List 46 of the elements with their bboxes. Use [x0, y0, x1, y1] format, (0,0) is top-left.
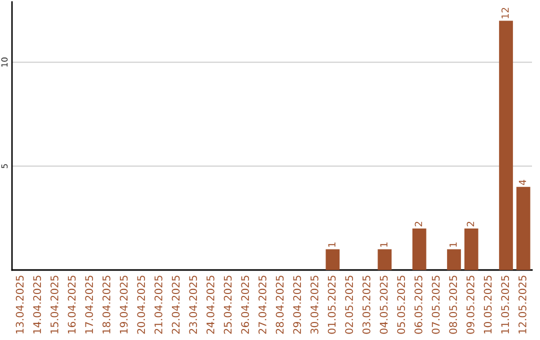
- x-tick-label: 05.05.2025: [397, 276, 406, 334]
- data-label: 1: [380, 242, 388, 247]
- x-tick-label: 29.04.2025: [293, 276, 302, 334]
- x-tick-label: 07.05.2025: [432, 276, 440, 334]
- x-tick-label: 01.05.2025: [328, 276, 336, 334]
- x-tick-label: 12.05.2025: [518, 276, 526, 334]
- x-tick-label: 19.04.2025: [120, 276, 128, 334]
- y-tick-label: 5: [1, 164, 8, 168]
- x-tick-label: 03.05.2025: [362, 276, 370, 334]
- bar: [447, 249, 461, 270]
- bar: [326, 249, 340, 270]
- x-tick-label: 14.04.2025: [33, 276, 42, 334]
- data-label: 2: [466, 222, 474, 226]
- x-tick-label: 18.04.2025: [102, 276, 110, 334]
- data-label: 1: [328, 242, 336, 247]
- y-tick-label: 10: [1, 58, 8, 67]
- data-label: 4: [518, 180, 526, 186]
- x-tick-label: 04.05.2025: [380, 276, 388, 334]
- bar: [412, 228, 426, 270]
- x-tick-label: 28.04.2025: [276, 276, 284, 334]
- x-tick-label: 16.04.2025: [68, 276, 76, 334]
- x-tick-label: 08.05.2025: [449, 276, 458, 334]
- bar: [516, 186, 530, 270]
- bar: [499, 20, 513, 270]
- x-tick-label: 17.04.2025: [85, 276, 94, 334]
- x-tick-label: 11.05.2025: [501, 276, 510, 334]
- data-label: 12: [501, 8, 509, 18]
- x-tick-label: 21.04.2025: [154, 276, 162, 334]
- x-tick-label: 06.05.2025: [414, 276, 422, 334]
- x-tick-label: 02.05.2025: [345, 276, 354, 334]
- bar: [464, 228, 478, 270]
- x-tick-label: 23.04.2025: [189, 276, 198, 334]
- x-tick-label: 26.04.2025: [241, 276, 250, 334]
- x-tick-label: 30.04.2025: [310, 276, 318, 334]
- x-tick-label: 10.05.2025: [484, 276, 492, 334]
- bar: [378, 249, 392, 270]
- x-tick-label: 24.04.2025: [206, 276, 214, 334]
- x-tick-label: 27.04.2025: [258, 276, 266, 334]
- x-tick-label: 15.04.2025: [50, 276, 58, 334]
- x-tick-label: 20.04.2025: [137, 276, 146, 334]
- x-tick-label: 25.04.2025: [224, 276, 232, 334]
- data-label: 2: [414, 222, 422, 226]
- x-tick-label: 13.04.2025: [16, 276, 24, 334]
- data-label: 1: [450, 242, 457, 247]
- x-tick-label: 09.05.2025: [466, 276, 474, 334]
- x-tick-label: 22.04.2025: [172, 276, 180, 334]
